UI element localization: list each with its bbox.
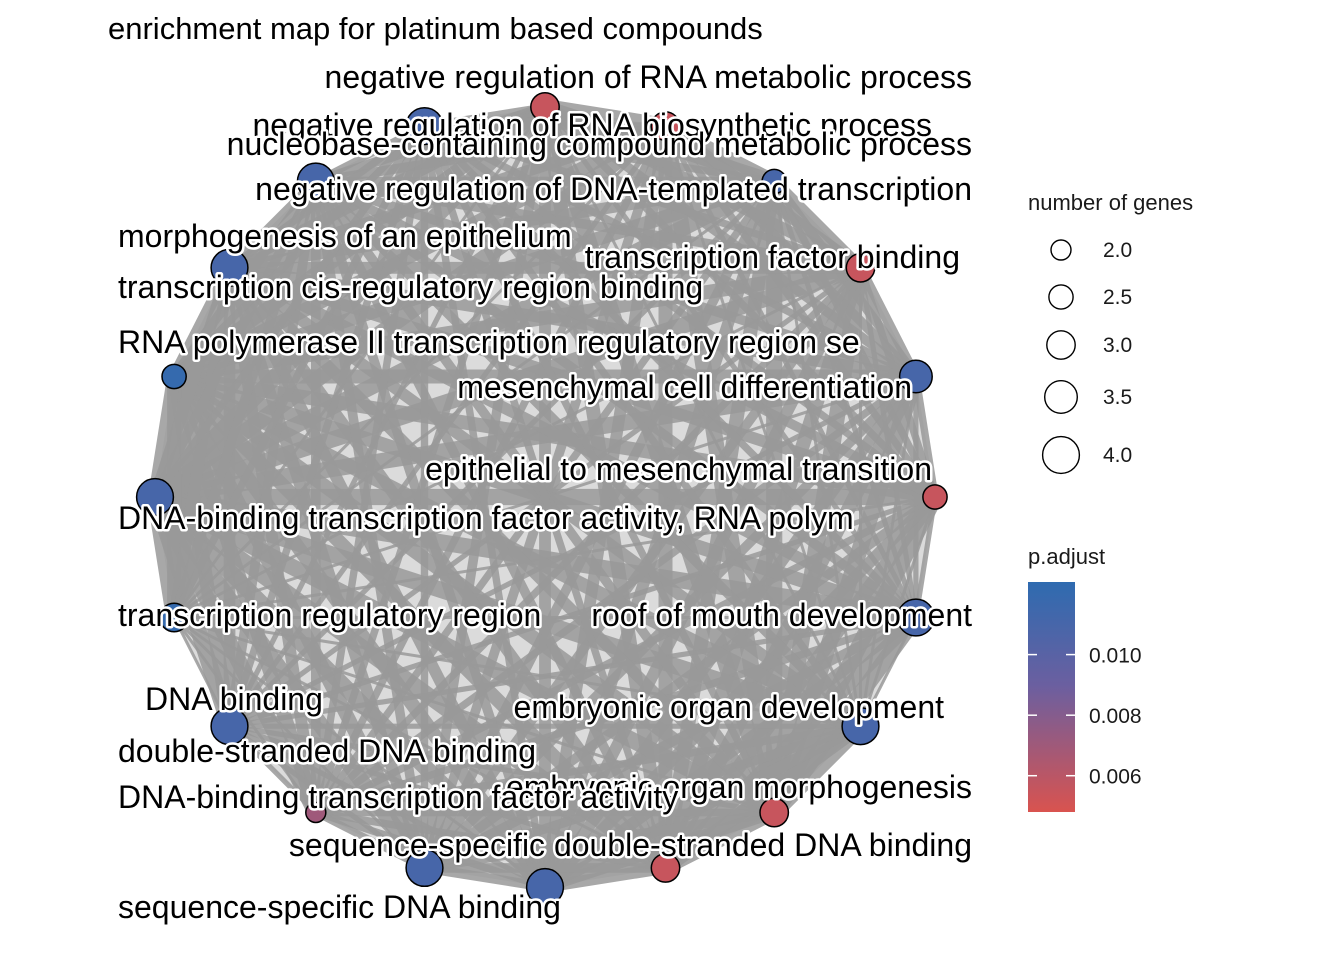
network-edge [421, 123, 919, 621]
node-label: negative regulation of RNA metabolic pro… [325, 59, 972, 95]
network-edge [173, 616, 667, 870]
network-edge [420, 124, 670, 870]
color-legend-label: 0.008 [1089, 705, 1142, 728]
node-label: RNA polymerase II transcription regulato… [118, 324, 860, 360]
node-label: mesenchymal cell differentiation [457, 369, 912, 405]
network-node [210, 248, 249, 287]
network-edge [314, 809, 427, 872]
network-edges [146, 98, 943, 893]
network-edge [171, 123, 428, 380]
network-node [296, 162, 335, 201]
size-legend-label: 2.0 [1103, 239, 1132, 262]
network-node [530, 92, 560, 122]
network-node [159, 602, 190, 633]
network-node [841, 707, 880, 746]
network-edge [224, 180, 321, 727]
size-legend-key [1046, 330, 1076, 360]
node-label: morphogenesis of an epithelium [118, 218, 572, 254]
network-node [405, 106, 444, 146]
network-edge [314, 176, 918, 382]
node-label: roof of mouth development [591, 597, 972, 633]
network-edge [421, 123, 864, 729]
network-edge [227, 724, 427, 871]
color-legend: p.adjust 0.006 0.008 0.010 [1028, 544, 1142, 812]
network-node [210, 707, 249, 746]
network-edge [167, 373, 431, 872]
network-edge [422, 123, 938, 500]
network-edge [149, 491, 551, 893]
network-edge [168, 372, 551, 892]
node-label: transcription cis-regulatory region bind… [118, 269, 703, 305]
size-legend-title: number of genes [1028, 190, 1193, 215]
network-node [650, 111, 681, 142]
size-legend-key [1050, 239, 1072, 261]
network-edge [313, 177, 938, 502]
size-legend-key [1048, 284, 1074, 310]
color-legend-title: p.adjust [1028, 544, 1105, 569]
network-node [845, 252, 876, 283]
network-edge [315, 176, 862, 273]
network-edge [223, 266, 322, 814]
network-edge [170, 124, 428, 620]
size-legend-label: 2.5 [1103, 286, 1132, 309]
network-node [761, 168, 788, 195]
network-edge [423, 807, 775, 873]
network-edge [228, 374, 918, 729]
network-edge [150, 179, 321, 500]
network-edge [423, 122, 862, 272]
network-edge [423, 122, 775, 186]
node-label: negative regulation of DNA-templated tra… [255, 171, 972, 207]
network-edge [227, 262, 937, 503]
network-edge [314, 122, 427, 185]
network-node [161, 363, 187, 390]
node-label: nucleobase-containing compound metabolic… [227, 126, 972, 162]
network-edge [311, 180, 550, 889]
node-label: sequence-specific DNA binding [118, 889, 561, 925]
network-node [898, 359, 933, 394]
network-edge [422, 122, 918, 380]
node-label: transcription regulatory region [118, 597, 541, 633]
network-node [650, 852, 681, 883]
network-node [525, 867, 565, 907]
node-label: transcription factor binding [585, 239, 960, 275]
node-label: DNA binding [145, 681, 323, 717]
size-legend: number of genes 2.0 2.5 3.0 3.5 4.0 [1028, 190, 1193, 475]
color-legend-label: 0.006 [1089, 766, 1142, 789]
network-nodes [135, 92, 948, 907]
node-label: double-stranded DNA binding [118, 733, 536, 769]
size-legend-label: 3.5 [1103, 386, 1132, 409]
network-node [135, 477, 175, 517]
node-label: DNA-binding transcription factor activit… [118, 779, 678, 815]
network-edge [225, 124, 429, 728]
network-edge [312, 177, 919, 622]
node-label: embryonic organ development [514, 689, 945, 725]
node-label: negative regulation of RNA biosynthetic … [253, 107, 933, 143]
node-label: DNA-binding transcription factor activit… [118, 500, 854, 536]
network-edge [223, 265, 431, 870]
network-node [759, 797, 790, 828]
network-node [405, 848, 444, 888]
node-labels: negative regulation of RNA metabolic pro… [116, 57, 975, 928]
network-edge [149, 265, 236, 499]
network-node [305, 801, 327, 824]
node-label: sequence-specific double-stranded DNA bi… [289, 827, 972, 863]
network-edge [421, 124, 778, 815]
color-legend-label: 0.010 [1089, 645, 1142, 668]
node-label: epithelial to mesenchymal transition [425, 451, 932, 487]
node-label: embryonic organ morphogenesis [506, 769, 972, 805]
figure-title: enrichment map for platinum based compou… [108, 11, 763, 46]
network-edge [420, 125, 549, 888]
network-node [896, 598, 936, 637]
size-legend-key [1043, 380, 1078, 415]
color-bar [1028, 582, 1075, 812]
size-legend-key [1041, 435, 1081, 475]
size-legend-label: 4.0 [1103, 444, 1132, 467]
network-edge [912, 375, 939, 498]
network-node [922, 484, 948, 510]
size-legend-label: 3.0 [1103, 334, 1132, 357]
network-edge [152, 123, 428, 500]
network-edge [312, 125, 429, 814]
